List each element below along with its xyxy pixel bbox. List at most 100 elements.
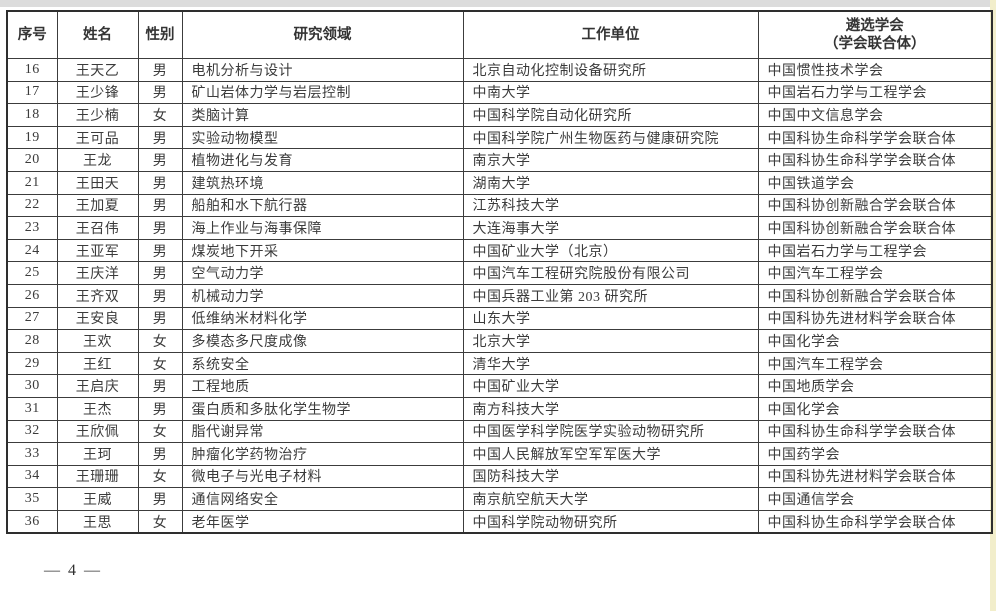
cell-gender: 女 [137,103,183,127]
cell-no: 25 [6,261,58,285]
cell-field: 空气动力学 [181,261,464,285]
cell-field: 老年医学 [181,509,464,534]
page-number: — 4 — [44,562,102,579]
cell-society: 中国通信学会 [757,487,993,511]
table-row: 25 王庆洋男空气动力学 中国汽车工程研究院股份有限公司 中国汽车工程学会 [6,261,993,285]
cell-no: 26 [6,283,58,308]
cell-field: 通信网络安全 [181,487,464,511]
cell-name: 王红 [56,351,139,376]
cell-field: 类脑计算 [181,103,464,127]
cell-society: 中国科协生命科学学会联合体 [757,125,993,150]
cell-unit: 中国矿业大学 [462,374,759,398]
table-row: 33 王珂男肿瘤化学药物治疗 中国人民解放军空军军医大学 中国药学会 [6,442,993,466]
cell-society: 中国科协创新融合学会联合体 [757,216,993,240]
cell-unit: 中国科学院自动化研究所 [462,103,759,127]
cell-field: 系统安全 [181,351,464,376]
cell-society: 中国科协创新融合学会联合体 [757,283,993,308]
cell-unit: 北京自动化控制设备研究所 [462,58,759,82]
cell-name: 王少楠 [56,103,139,127]
cell-gender: 男 [137,396,183,421]
cell-unit: 南方科技大学 [462,396,759,421]
cell-name: 王庆洋 [56,261,139,285]
cell-unit: 中南大学 [462,80,759,105]
table-row: 27 王安良男低维纳米材料化学 山东大学 中国科协先进材料学会联合体 [6,306,993,331]
cell-name: 王威 [56,487,139,511]
cell-gender: 女 [137,329,183,353]
cell-unit: 中国科学院动物研究所 [462,509,759,534]
cell-name: 王欢 [56,329,139,353]
cell-name: 王欣佩 [56,419,139,444]
cell-gender: 男 [137,216,183,240]
cell-field: 实验动物模型 [181,125,464,150]
cell-unit: 山东大学 [462,306,759,331]
header-cell-no: 序号 [6,10,58,59]
cell-no: 17 [6,80,58,105]
table-row: 36 王思女老年医学 中国科学院动物研究所 中国科协生命科学学会联合体 [6,509,993,534]
table-row: 28 王欢女多模态多尺度成像 北京大学 中国化学会 [6,329,993,353]
cell-gender: 男 [137,283,183,308]
cell-name: 王少锋 [56,80,139,105]
cell-no: 34 [6,464,58,489]
table-row: 30 王启庆男工程地质 中国矿业大学 中国地质学会 [6,374,993,398]
cell-field: 工程地质 [181,374,464,398]
cell-gender: 男 [137,58,183,82]
table-row: 26 王齐双男机械动力学 中国兵器工业第 203 研究所 中国科协创新融合学会联合体 [6,283,993,308]
cell-society: 中国科协生命科学学会联合体 [757,148,993,172]
cell-field: 低维纳米材料化学 [181,306,464,331]
cell-no: 32 [6,419,58,444]
cell-unit: 南京航空航天大学 [462,487,759,511]
cell-no: 19 [6,125,58,150]
cell-no: 31 [6,396,58,421]
cell-gender: 男 [137,306,183,331]
cell-unit: 中国科学院广州生物医药与健康研究院 [462,125,759,150]
cell-field: 煤炭地下开采 [181,238,464,263]
cell-unit: 北京大学 [462,329,759,353]
cell-society: 中国科协先进材料学会联合体 [757,464,993,489]
cell-gender: 男 [137,487,183,511]
cell-gender: 女 [137,464,183,489]
table-row: 22 王加夏男船舶和水下航行器 江苏科技大学 中国科协创新融合学会联合体 [6,193,993,218]
cell-society: 中国铁道学会 [757,170,993,195]
cell-name: 王亚军 [56,238,139,263]
cell-unit: 中国矿业大学（北京） [462,238,759,263]
cell-field: 肿瘤化学药物治疗 [181,442,464,466]
cell-gender: 女 [137,419,183,444]
cell-no: 35 [6,487,58,511]
cell-society: 中国汽车工程学会 [757,351,993,376]
cell-society: 中国岩石力学与工程学会 [757,238,993,263]
cell-field: 船舶和水下航行器 [181,193,464,218]
cell-name: 王可品 [56,125,139,150]
cell-unit: 大连海事大学 [462,216,759,240]
cell-field: 植物进化与发育 [181,148,464,172]
table-header-row: 序号 姓名 性别 研究领域 工作单位 遴选学会 （学会联合体） [6,10,993,59]
cell-name: 王加夏 [56,193,139,218]
cell-name: 王安良 [56,306,139,331]
table-row: 32 王欣佩女脂代谢异常 中国医学科学院医学实验动物研究所 中国科协生命科学学会联合体 [6,419,993,444]
cell-society: 中国科协生命科学学会联合体 [757,419,993,444]
cell-no: 20 [6,148,58,172]
table-row: 31 王杰男蛋白质和多肽化学生物学 南方科技大学 中国化学会 [6,396,993,421]
cell-gender: 男 [137,442,183,466]
header-cell-gender: 性别 [137,10,183,59]
cell-field: 矿山岩体力学与岩层控制 [181,80,464,105]
cell-no: 30 [6,374,58,398]
cell-name: 王杰 [56,396,139,421]
cell-society: 中国地质学会 [757,374,993,398]
cell-field: 电机分析与设计 [181,58,464,82]
header-cell-field: 研究领域 [181,10,464,59]
cell-no: 27 [6,306,58,331]
cell-society: 中国汽车工程学会 [757,261,993,285]
cell-no: 33 [6,442,58,466]
cell-society: 中国惯性技术学会 [757,58,993,82]
cell-unit: 清华大学 [462,351,759,376]
cell-gender: 男 [137,193,183,218]
cell-name: 王珂 [56,442,139,466]
cell-gender: 女 [137,351,183,376]
cell-society: 中国科协生命科学学会联合体 [757,509,993,534]
cell-gender: 男 [137,170,183,195]
cell-society: 中国岩石力学与工程学会 [757,80,993,105]
cell-gender: 女 [137,509,183,534]
table-row: 24 王亚军男煤炭地下开采 中国矿业大学（北京） 中国岩石力学与工程学会 [6,238,993,263]
cell-name: 王召伟 [56,216,139,240]
